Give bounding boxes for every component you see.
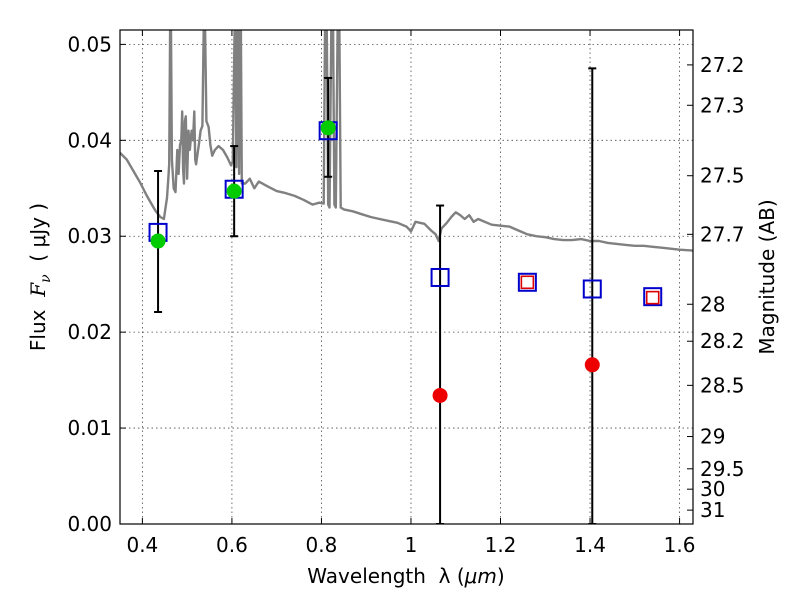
mag-tick-label-6: 28.5 <box>700 373 745 397</box>
y-tick-label-1: 0.01 <box>67 416 112 440</box>
red-square-marker-0 <box>520 275 535 290</box>
mag-tick-label-3: 27.7 <box>700 222 745 246</box>
plot-frame <box>119 29 694 525</box>
x-axis-label: Wavelength λ (μm) <box>307 564 504 588</box>
y-axis-label: Flux Fν ( μJy ) <box>26 203 54 351</box>
x-tick-label-5: 1.4 <box>574 533 606 557</box>
red-square-marker-1 <box>645 290 660 305</box>
y-axis-label-sub: ν <box>38 274 54 283</box>
x-tick-label-0: 0.4 <box>126 533 158 557</box>
green-circle-marker-0 <box>150 233 166 249</box>
green-circle-marker-1 <box>226 183 242 199</box>
x-axis-label-suffix: ) <box>497 564 505 588</box>
blue-square-marker-6 <box>643 287 663 307</box>
grid-lines <box>120 30 693 525</box>
spectrum-line <box>120 30 693 252</box>
y-axis-label-suffix: ( μJy ) <box>26 203 50 275</box>
mag-tick-label-8: 29.5 <box>700 457 745 481</box>
y-tick-label-4: 0.04 <box>67 128 112 152</box>
x-tick-label-3: 1 <box>405 533 418 557</box>
mag-tick-label-0: 27.2 <box>700 53 745 77</box>
magnitude-axis-label: Magnitude (AB) <box>755 199 779 354</box>
y-tick-label-0: 0.00 <box>67 512 112 536</box>
y-axis-label-var: F <box>26 282 50 298</box>
red-circle-marker-1 <box>584 357 600 373</box>
x-tick-label-2: 0.8 <box>306 533 338 557</box>
y-axis-label-prefix: Flux <box>26 297 50 351</box>
error-bars <box>154 67 597 524</box>
mag-tick-label-5: 28.2 <box>700 329 745 353</box>
x-tick-label-1: 0.6 <box>216 533 248 557</box>
plot-area <box>120 30 693 524</box>
x-tick-label-6: 1.6 <box>664 533 696 557</box>
mag-tick-label-10: 31 <box>700 498 725 522</box>
y-tick-label-5: 0.05 <box>67 32 112 56</box>
x-axis-label-unit: μm <box>464 564 497 588</box>
spectrum-series <box>120 30 693 252</box>
blue-square-marker-4 <box>517 272 537 292</box>
y-axis-ticks: 0.00 0.01 0.02 0.03 0.04 0.05 <box>67 32 126 536</box>
x-axis-label-prefix: Wavelength λ ( <box>307 564 464 588</box>
green-circle-marker-2 <box>320 120 336 136</box>
x-axis-ticks: 0.4 0.6 0.8 1 1.2 1.4 1.6 <box>126 30 695 557</box>
blue-square-marker-3 <box>430 267 450 287</box>
red-circle-marker-0 <box>432 387 448 403</box>
mag-tick-label-2: 27.5 <box>700 164 745 188</box>
mag-tick-label-4: 28 <box>700 292 725 316</box>
mag-tick-label-1: 27.3 <box>700 93 745 117</box>
x-tick-label-4: 1.2 <box>485 533 517 557</box>
photometry-markers <box>148 120 663 403</box>
y-tick-label-2: 0.02 <box>67 320 112 344</box>
mag-tick-label-9: 30 <box>700 477 725 501</box>
blue-square-marker-5 <box>582 279 602 299</box>
y-tick-label-3: 0.03 <box>67 224 112 248</box>
mag-tick-label-7: 29 <box>700 425 725 449</box>
